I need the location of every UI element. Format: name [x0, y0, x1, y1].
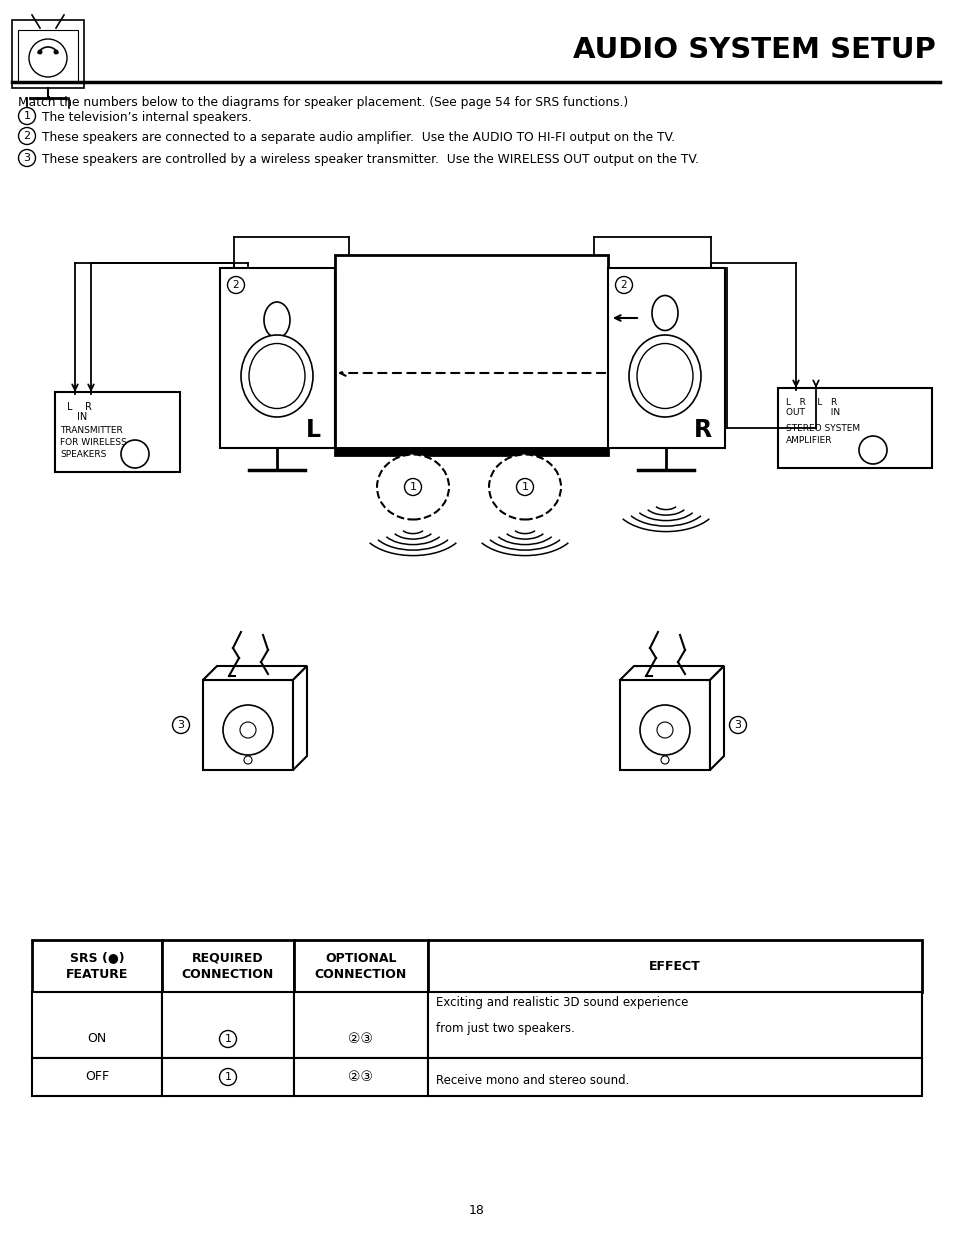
- Circle shape: [244, 756, 252, 764]
- Text: These speakers are connected to a separate audio amplifier.  Use the AUDIO TO HI: These speakers are connected to a separa…: [42, 131, 675, 144]
- Text: REQUIRED
CONNECTION: REQUIRED CONNECTION: [182, 951, 274, 981]
- Circle shape: [227, 277, 244, 294]
- Circle shape: [240, 722, 255, 739]
- Text: These speakers are controlled by a wireless speaker transmitter.  Use the WIRELE: These speakers are controlled by a wirel…: [42, 153, 699, 165]
- Ellipse shape: [637, 343, 692, 409]
- Text: 3: 3: [734, 720, 740, 730]
- Bar: [428, 1058, 921, 1095]
- Ellipse shape: [264, 303, 290, 338]
- Bar: [162, 1058, 294, 1095]
- Text: 1: 1: [24, 111, 30, 121]
- Text: 3: 3: [177, 720, 184, 730]
- Bar: [55, 391, 180, 472]
- Text: from just two speakers.: from just two speakers.: [436, 1023, 574, 1035]
- Bar: [32, 940, 162, 992]
- Ellipse shape: [651, 295, 678, 331]
- Text: Receive mono and stereo sound.: Receive mono and stereo sound.: [436, 1074, 629, 1088]
- Bar: [162, 940, 294, 992]
- Circle shape: [615, 277, 632, 294]
- Bar: [335, 447, 607, 454]
- Circle shape: [29, 40, 67, 77]
- Ellipse shape: [376, 454, 449, 520]
- Circle shape: [121, 440, 149, 468]
- Text: STEREO SYSTEM
AMPLIFIER: STEREO SYSTEM AMPLIFIER: [785, 424, 860, 445]
- Circle shape: [219, 1030, 236, 1047]
- Text: L: L: [305, 417, 320, 442]
- Text: 1: 1: [409, 482, 416, 492]
- Text: ②③: ②③: [348, 1032, 374, 1046]
- Polygon shape: [709, 666, 723, 769]
- Bar: [32, 992, 162, 1058]
- Polygon shape: [293, 666, 307, 769]
- Polygon shape: [203, 666, 307, 680]
- Circle shape: [223, 705, 273, 755]
- Circle shape: [858, 436, 886, 464]
- Circle shape: [219, 1068, 236, 1086]
- Text: R: R: [693, 417, 711, 442]
- Bar: [607, 268, 724, 448]
- Bar: [335, 254, 607, 454]
- Circle shape: [516, 478, 533, 495]
- Bar: [619, 680, 709, 769]
- Text: Exciting and realistic 3D sound experience: Exciting and realistic 3D sound experien…: [436, 995, 688, 1009]
- Text: AUDIO SYSTEM SETUP: AUDIO SYSTEM SETUP: [573, 36, 935, 64]
- Text: Match the numbers below to the diagrams for speaker placement. (See page 54 for : Match the numbers below to the diagrams …: [18, 96, 628, 109]
- Polygon shape: [619, 666, 723, 680]
- Text: SRS (●)
FEATURE: SRS (●) FEATURE: [66, 951, 128, 981]
- Circle shape: [18, 107, 35, 125]
- Bar: [220, 268, 335, 448]
- Ellipse shape: [489, 454, 560, 520]
- Bar: [428, 940, 921, 992]
- Text: The television’s internal speakers.: The television’s internal speakers.: [42, 111, 252, 124]
- Text: ON: ON: [88, 1032, 107, 1046]
- Text: 18: 18: [469, 1203, 484, 1216]
- Text: 2: 2: [620, 280, 627, 290]
- Text: 1: 1: [521, 482, 528, 492]
- Text: ②③: ②③: [348, 1070, 374, 1084]
- Circle shape: [657, 722, 672, 739]
- Circle shape: [37, 49, 43, 54]
- Text: 2: 2: [24, 131, 30, 141]
- Text: 3: 3: [24, 153, 30, 163]
- Circle shape: [729, 716, 745, 734]
- Text: 1: 1: [224, 1034, 232, 1044]
- Circle shape: [53, 49, 58, 54]
- Circle shape: [660, 756, 668, 764]
- Bar: [294, 992, 428, 1058]
- Bar: [203, 680, 293, 769]
- Circle shape: [18, 127, 35, 144]
- Text: OUT         IN: OUT IN: [785, 408, 840, 417]
- Bar: [778, 388, 931, 468]
- Text: 1: 1: [224, 1072, 232, 1082]
- Bar: [12, 20, 84, 88]
- Bar: [162, 992, 294, 1058]
- Circle shape: [18, 149, 35, 167]
- Text: OFF: OFF: [85, 1071, 109, 1083]
- Ellipse shape: [241, 335, 313, 417]
- Bar: [294, 1058, 428, 1095]
- Ellipse shape: [628, 335, 700, 417]
- Bar: [18, 30, 78, 82]
- Bar: [428, 992, 921, 1058]
- Text: 2: 2: [233, 280, 239, 290]
- Text: EFFECT: EFFECT: [648, 960, 700, 972]
- Circle shape: [404, 478, 421, 495]
- Ellipse shape: [249, 343, 305, 409]
- Text: TRANSMITTER
FOR WIRELESS
SPEAKERS: TRANSMITTER FOR WIRELESS SPEAKERS: [60, 426, 127, 458]
- Circle shape: [639, 705, 689, 755]
- Bar: [32, 1058, 162, 1095]
- Bar: [294, 940, 428, 992]
- Text: OPTIONAL
CONNECTION: OPTIONAL CONNECTION: [314, 951, 407, 981]
- Circle shape: [172, 716, 190, 734]
- Text: L    R: L R: [67, 403, 91, 412]
- Text: IN: IN: [77, 412, 87, 422]
- Text: L   R    L   R: L R L R: [785, 398, 837, 408]
